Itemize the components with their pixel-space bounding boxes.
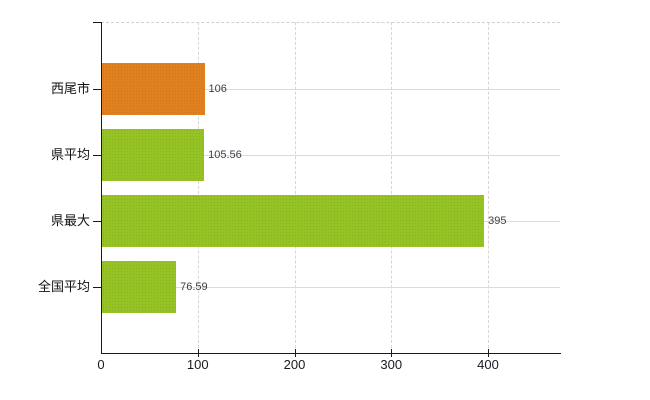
y-axis-top-tick <box>93 22 101 23</box>
bar <box>102 261 177 314</box>
plot-top-border <box>101 22 560 23</box>
x-axis-tick-mark <box>391 349 393 357</box>
x-axis-tick-label: 400 <box>477 357 499 372</box>
x-axis-tick-label: 100 <box>186 357 209 372</box>
category-tick-mark <box>93 221 101 223</box>
x-axis-tick-mark <box>197 349 199 357</box>
horizontal-gridline <box>101 88 560 90</box>
vertical-gridline <box>197 22 199 353</box>
vertical-gridline <box>488 22 489 353</box>
chart-row: 全国平均 76.59 <box>0 261 650 314</box>
x-axis-tick-label: 0 <box>97 357 105 372</box>
horizontal-gridline <box>101 154 560 156</box>
chart-row: 西尾市 106 <box>0 62 650 115</box>
horizontal-gridline <box>101 287 560 289</box>
vertical-gridline <box>294 22 296 353</box>
bar <box>102 195 485 248</box>
x-axis-tick-label: 200 <box>283 357 306 372</box>
category-tick-mark <box>93 154 101 156</box>
value-label: 76.59 <box>180 281 208 294</box>
x-axis-line <box>101 353 561 354</box>
x-axis-tick-label: 300 <box>380 357 403 372</box>
category-tick-mark <box>93 88 101 90</box>
bar <box>102 128 205 181</box>
category-label: 全国平均 <box>37 279 90 295</box>
y-axis-line <box>101 22 102 353</box>
chart-row: 県平均 105.56 <box>0 128 650 181</box>
category-tick-mark <box>93 287 101 289</box>
bar <box>102 62 205 115</box>
category-label: 西尾市 <box>50 80 90 96</box>
vertical-gridline <box>391 22 393 353</box>
chart-row: 県最大 395 <box>0 195 650 248</box>
value-label: 395 <box>488 215 507 228</box>
category-label: 県最大 <box>50 213 90 229</box>
value-label: 106 <box>208 82 227 95</box>
value-label: 105.56 <box>208 148 242 161</box>
category-label: 県平均 <box>50 146 90 162</box>
x-axis-tick-mark <box>294 349 296 357</box>
x-axis-tick-mark <box>488 349 489 357</box>
